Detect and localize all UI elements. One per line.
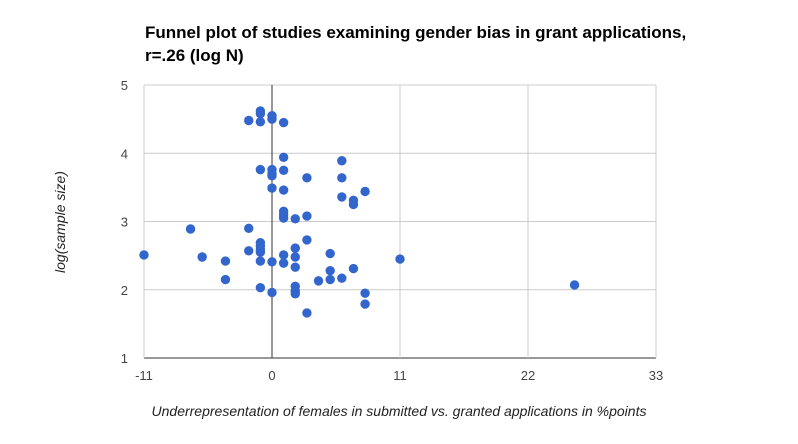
data-point — [395, 254, 405, 264]
data-point — [278, 185, 289, 195]
data-point — [255, 256, 266, 266]
y-tick-label: 1 — [121, 351, 128, 366]
data-point — [267, 183, 277, 193]
data-point — [290, 289, 300, 299]
data-point — [255, 117, 266, 127]
data-point — [244, 115, 254, 126]
data-point — [255, 283, 266, 293]
data-point — [337, 156, 347, 166]
data-point — [348, 199, 359, 210]
data-point — [255, 247, 266, 257]
data-point — [278, 117, 289, 128]
data-point — [255, 108, 266, 119]
data-point — [325, 265, 335, 276]
data-point — [360, 299, 370, 309]
data-point — [360, 288, 370, 298]
data-point — [244, 246, 254, 256]
data-point — [290, 243, 300, 253]
x-tick-label: -11 — [135, 368, 153, 383]
x-tick-label: 0 — [268, 368, 275, 383]
data-point — [278, 165, 289, 176]
data-point — [325, 274, 335, 285]
y-tick-label: 3 — [121, 215, 128, 230]
data-point — [360, 186, 370, 197]
data-point — [325, 248, 335, 259]
x-tick-label: 33 — [649, 368, 663, 383]
x-axis-label: Underrepresentation of females in submit… — [151, 403, 647, 419]
data-point — [220, 256, 231, 266]
data-point — [569, 280, 580, 290]
data-point — [313, 276, 324, 286]
data-point — [290, 252, 300, 262]
data-point — [302, 308, 312, 318]
data-point — [278, 258, 289, 268]
data-point — [348, 263, 359, 274]
data-point — [267, 114, 277, 124]
data-point — [337, 192, 347, 202]
data-point — [139, 250, 149, 260]
data-point — [337, 173, 347, 183]
y-tick-label: 2 — [121, 283, 128, 298]
data-point — [278, 152, 289, 163]
data-point — [302, 235, 312, 245]
chart-title: Funnel plot of studies examining gender … — [145, 21, 745, 67]
y-tick-label: 5 — [121, 78, 128, 93]
data-point — [185, 224, 196, 234]
x-tick-label: 22 — [521, 368, 535, 383]
data-point — [290, 214, 300, 224]
data-point — [267, 287, 277, 298]
data-point — [244, 223, 254, 234]
data-point — [197, 252, 207, 262]
chart-title-line-1: Funnel plot of studies examining gender … — [145, 23, 687, 42]
x-tick-label: 11 — [393, 368, 407, 383]
data-point — [302, 211, 312, 221]
data-point — [278, 213, 289, 223]
y-axis-label: log(sample size) — [52, 171, 68, 273]
data-point — [302, 173, 312, 183]
data-point — [337, 273, 347, 283]
chart-title-line-2: r=.26 (log N) — [145, 46, 244, 65]
data-point — [290, 262, 300, 272]
y-tick-label: 4 — [121, 146, 128, 161]
data-point — [267, 171, 277, 181]
data-point — [255, 164, 266, 175]
data-point — [220, 274, 231, 285]
data-point — [278, 250, 289, 260]
data-point — [267, 257, 277, 267]
